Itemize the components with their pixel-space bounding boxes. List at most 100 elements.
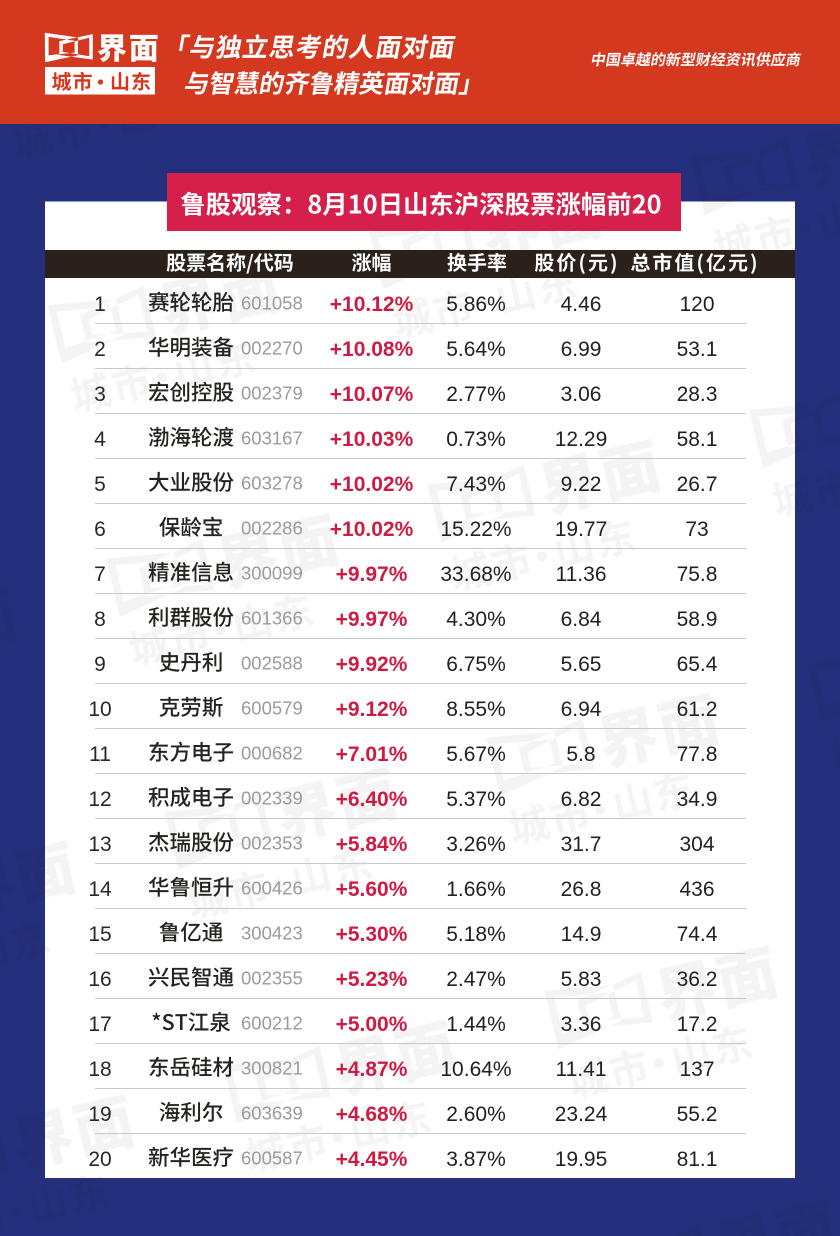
svg-text:+5.30%: +5.30%	[336, 923, 408, 946]
svg-text:15.22%: 15.22%	[440, 518, 511, 541]
svg-text:8: 8	[94, 608, 106, 631]
svg-text:600579: 600579	[241, 698, 303, 719]
svg-text:20: 20	[88, 1148, 111, 1171]
svg-text:300821: 300821	[241, 1058, 303, 1079]
svg-text:17: 17	[88, 1013, 111, 1036]
svg-text:600426: 600426	[241, 878, 303, 899]
svg-text:600587: 600587	[241, 1148, 303, 1169]
svg-text:31.7: 31.7	[561, 833, 602, 856]
svg-text:+10.02%: +10.02%	[330, 473, 414, 496]
svg-text:11.36: 11.36	[556, 563, 607, 586]
svg-text:+9.92%: +9.92%	[336, 653, 408, 676]
svg-text:10.64%: 10.64%	[440, 1058, 511, 1081]
svg-text:5.37%: 5.37%	[446, 788, 506, 811]
svg-text:5.64%: 5.64%	[446, 338, 506, 361]
svg-text:33.68%: 33.68%	[440, 563, 511, 586]
svg-text:3.26%: 3.26%	[446, 833, 506, 856]
svg-text:+10.02%: +10.02%	[330, 518, 414, 541]
svg-text:+9.97%: +9.97%	[336, 563, 408, 586]
svg-text:6.84: 6.84	[561, 608, 602, 631]
svg-text:6.82: 6.82	[561, 788, 602, 811]
svg-text:9: 9	[94, 653, 106, 676]
svg-text:+5.84%: +5.84%	[336, 833, 408, 856]
svg-text:26.8: 26.8	[561, 878, 602, 901]
svg-text:19: 19	[88, 1103, 111, 1126]
svg-text:+7.01%: +7.01%	[336, 743, 408, 766]
svg-text:002353: 002353	[241, 833, 303, 854]
svg-text:19.95: 19.95	[555, 1148, 608, 1171]
svg-text:77.8: 77.8	[677, 743, 718, 766]
svg-text:2: 2	[94, 338, 106, 361]
svg-text:137: 137	[679, 1058, 714, 1081]
svg-text:+4.87%: +4.87%	[336, 1058, 408, 1081]
svg-text:0.73%: 0.73%	[446, 428, 506, 451]
svg-text:65.4: 65.4	[677, 653, 718, 676]
svg-text:300423: 300423	[241, 923, 303, 944]
svg-text:26.7: 26.7	[677, 473, 718, 496]
svg-text:+4.68%: +4.68%	[336, 1103, 408, 1126]
svg-text:53.1: 53.1	[677, 338, 718, 361]
svg-text:+5.60%: +5.60%	[336, 878, 408, 901]
svg-text:11.41: 11.41	[556, 1058, 607, 1081]
svg-text:120: 120	[679, 293, 714, 316]
svg-text:5: 5	[94, 473, 106, 496]
svg-text:36.2: 36.2	[677, 968, 718, 991]
svg-text:4.46: 4.46	[561, 293, 602, 316]
svg-text:7: 7	[94, 563, 106, 586]
svg-text:+10.12%: +10.12%	[330, 293, 414, 316]
svg-text:603278: 603278	[241, 473, 303, 494]
svg-text:7.43%: 7.43%	[446, 473, 506, 496]
svg-text:+9.12%: +9.12%	[336, 698, 408, 721]
svg-text:1.44%: 1.44%	[446, 1013, 506, 1036]
svg-text:14.9: 14.9	[561, 923, 602, 946]
svg-text:002339: 002339	[241, 788, 303, 809]
svg-text:34.9: 34.9	[677, 788, 718, 811]
svg-text:601058: 601058	[241, 293, 303, 314]
svg-text:+10.03%: +10.03%	[330, 428, 414, 451]
svg-text:+9.97%: +9.97%	[336, 608, 408, 631]
svg-text:1: 1	[94, 293, 106, 316]
svg-text:300099: 300099	[241, 563, 303, 584]
svg-text:2.60%: 2.60%	[446, 1103, 506, 1126]
svg-text:19.77: 19.77	[555, 518, 608, 541]
svg-text:58.9: 58.9	[677, 608, 718, 631]
svg-text:23.24: 23.24	[555, 1103, 608, 1126]
svg-text:15: 15	[88, 923, 111, 946]
svg-text:3.06: 3.06	[561, 383, 602, 406]
svg-text:75.8: 75.8	[677, 563, 718, 586]
svg-text:002270: 002270	[241, 338, 303, 359]
svg-text:73: 73	[685, 518, 708, 541]
svg-text:10: 10	[88, 698, 111, 721]
svg-text:002355: 002355	[241, 968, 303, 989]
svg-text:6.75%: 6.75%	[446, 653, 506, 676]
svg-text:304: 304	[679, 833, 714, 856]
svg-text:58.1: 58.1	[677, 428, 718, 451]
svg-text:11: 11	[89, 743, 111, 766]
svg-text:603639: 603639	[241, 1103, 303, 1124]
svg-text:55.2: 55.2	[677, 1103, 718, 1126]
svg-text:16: 16	[88, 968, 111, 991]
svg-text:12.29: 12.29	[555, 428, 608, 451]
svg-text:000682: 000682	[241, 743, 303, 764]
svg-text:4.30%: 4.30%	[446, 608, 506, 631]
svg-text:+5.23%: +5.23%	[336, 968, 408, 991]
svg-text:5.83: 5.83	[561, 968, 602, 991]
svg-text:6.99: 6.99	[561, 338, 602, 361]
svg-text:436: 436	[679, 878, 714, 901]
svg-text:601366: 601366	[241, 608, 303, 629]
svg-text:5.18%: 5.18%	[446, 923, 506, 946]
svg-text:+6.40%: +6.40%	[336, 788, 408, 811]
svg-text:12: 12	[88, 788, 111, 811]
svg-text:5.8: 5.8	[566, 743, 595, 766]
svg-text:+10.07%: +10.07%	[330, 383, 414, 406]
svg-text:9.22: 9.22	[561, 473, 602, 496]
svg-text:14: 14	[88, 878, 112, 901]
svg-text:+4.45%: +4.45%	[336, 1148, 408, 1171]
svg-text:5.86%: 5.86%	[446, 293, 506, 316]
svg-text:6: 6	[94, 518, 106, 541]
svg-text:3: 3	[94, 383, 106, 406]
svg-text:18: 18	[88, 1058, 111, 1081]
svg-text:+5.00%: +5.00%	[336, 1013, 408, 1036]
svg-text:4: 4	[94, 428, 106, 451]
svg-text:2.77%: 2.77%	[446, 383, 506, 406]
